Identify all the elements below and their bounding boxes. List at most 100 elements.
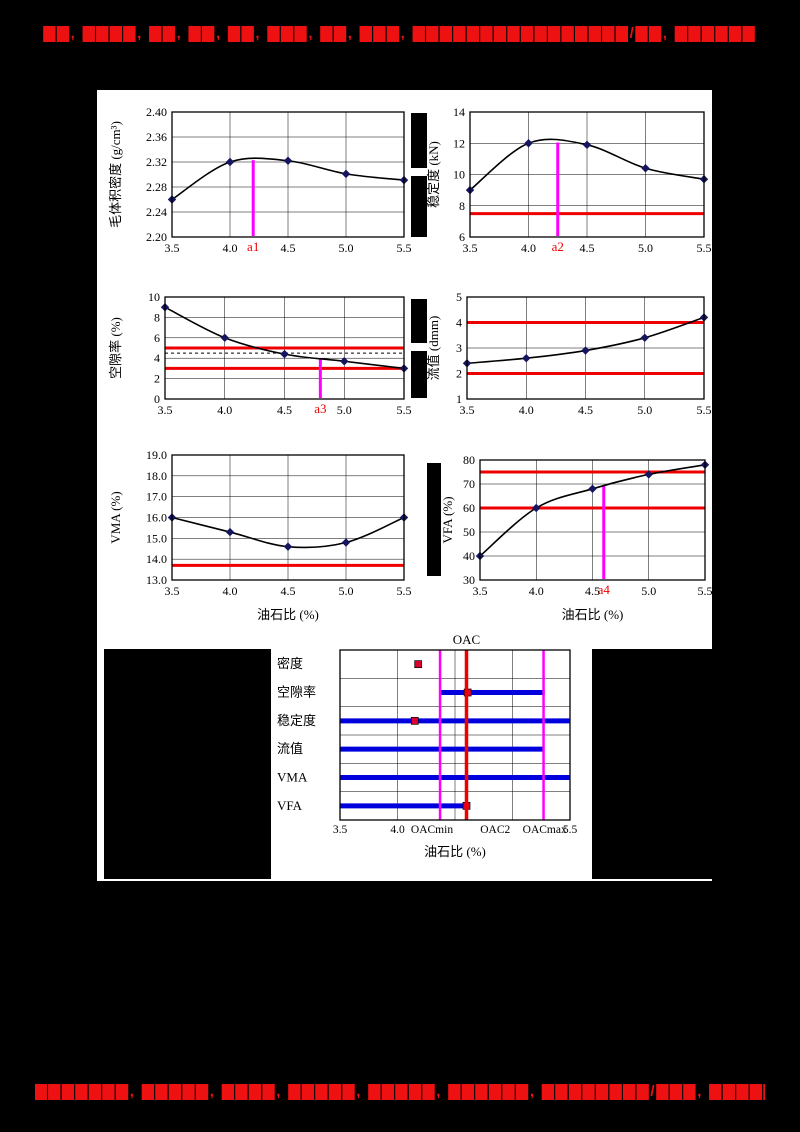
- oac-line-label: OACmax: [523, 824, 567, 836]
- x-tick-label: 3.5: [463, 241, 478, 255]
- data-point-diamond: [524, 139, 533, 148]
- y-tick-label: 1: [456, 392, 462, 406]
- y-tick-label: 80: [463, 453, 475, 467]
- x-axis-title: 油石比 (%): [257, 607, 319, 622]
- y-tick-label: 40: [463, 549, 475, 563]
- redacted-block: [411, 176, 427, 237]
- x-tick-label: 3.5: [158, 403, 173, 417]
- data-point-diamond: [225, 527, 235, 537]
- y-tick-label: 70: [463, 477, 475, 491]
- oac-point-marker: [410, 716, 419, 725]
- y-tick-label: 14: [453, 105, 465, 119]
- y-tick-label: 50: [463, 525, 475, 539]
- plot-border: [171, 454, 405, 581]
- x-tick-label: 5.5: [698, 584, 713, 598]
- x-tick-label: 4.0: [529, 584, 544, 598]
- oac-point-marker: [414, 660, 423, 669]
- redacted-block: [411, 351, 427, 398]
- y-tick-label: 2.20: [146, 230, 167, 244]
- summary-row-label: VFA: [277, 798, 303, 813]
- chart-flow-value: 1 2 3 4 5 3.5 4.0 4.5 5.0 5.5 流值 (dmm): [426, 290, 712, 417]
- y-tick-label: 18.0: [146, 469, 167, 483]
- x-tick-label: 5.0: [638, 241, 653, 255]
- oac-marker-label: a1: [247, 239, 259, 254]
- summary-row-label: 稳定度: [277, 713, 316, 728]
- x-tick-label: 4.5: [578, 403, 593, 417]
- y-tick-label: 6: [459, 230, 465, 244]
- y-tick-label: 2.28: [146, 180, 167, 194]
- chart-stability: a2 6 8 10 12 14 3.5 4.0 4.5 5.0 5.5 稳定度 (kN): [426, 105, 712, 255]
- data-point-diamond: [283, 542, 293, 551]
- y-tick-label: 2.24: [146, 205, 167, 219]
- y-tick-label: 2: [154, 372, 160, 386]
- plot-border: [479, 459, 706, 581]
- y-axis-title: 毛体积密度 (g/cm³): [108, 121, 123, 228]
- x-tick-label: 4.5: [580, 241, 595, 255]
- data-point-diamond: [341, 538, 351, 547]
- chart-air-voids: a3 0 2 4 6 8 10 3.5 4.0 4.5 5.0 5.5 空隙率 (%): [108, 290, 412, 417]
- data-point-diamond: [280, 349, 289, 359]
- summary-row-label: 流值: [277, 741, 303, 756]
- x-tick-label: 5.5: [697, 403, 712, 417]
- plot-border: [339, 649, 571, 821]
- y-tick-label: 60: [463, 501, 475, 515]
- x-tick-label: 5.0: [337, 403, 352, 417]
- x-tick-label: 4.0: [390, 824, 405, 836]
- bottom-caption-redacted-text: ▇▇▇▇▇▇▇, ▇▇▇▇▇, ▇▇▇▇, ▇▇▇▇▇, ▇▇▇▇▇, ▇▇▇▇…: [35, 1083, 765, 1100]
- plot-border: [171, 111, 405, 238]
- y-tick-label: 10: [453, 168, 465, 182]
- summary-row-label: 空隙率: [277, 685, 316, 700]
- y-tick-label: 13.0: [146, 573, 167, 587]
- y-axis-title: 稳定度 (kN): [426, 141, 441, 208]
- x-tick-label: 4.0: [521, 241, 536, 255]
- redacted-block: [411, 299, 427, 343]
- y-tick-label: 14.0: [146, 552, 167, 566]
- summary-title: OAC: [453, 632, 480, 647]
- plot-border: [469, 111, 705, 238]
- x-tick-label: 5.0: [339, 584, 354, 598]
- x-tick-label: 4.5: [281, 584, 296, 598]
- y-tick-label: 12: [453, 136, 465, 150]
- y-tick-label: 15.0: [146, 531, 167, 545]
- y-tick-label: 4: [154, 351, 160, 365]
- oac-marker-label: a2: [552, 239, 564, 254]
- x-tick-label: 4.0: [217, 403, 232, 417]
- y-tick-label: 2.40: [146, 105, 167, 119]
- data-point-diamond: [581, 346, 590, 355]
- x-tick-label: 4.5: [585, 584, 600, 598]
- redacted-block: [104, 649, 271, 879]
- x-tick-label: 4.5: [281, 241, 296, 255]
- data-point-diamond: [283, 156, 293, 165]
- data-point-diamond: [220, 333, 229, 342]
- x-tick-label: 3.5: [165, 584, 180, 598]
- data-point-diamond: [640, 333, 649, 342]
- x-tick-label: 5.5: [563, 824, 578, 836]
- data-point-diamond: [340, 357, 349, 366]
- y-tick-label: 10: [148, 290, 160, 304]
- redacted-block: [411, 113, 427, 168]
- oac-marker-label: a3: [314, 401, 326, 416]
- y-tick-label: 5: [456, 290, 462, 304]
- summary-row-label: 密度: [277, 656, 303, 671]
- y-tick-label: 19.0: [146, 448, 167, 462]
- x-axis-title: 油石比 (%): [562, 607, 624, 622]
- y-tick-label: 0: [154, 392, 160, 406]
- x-tick-label: 3.5: [473, 584, 488, 598]
- x-tick-label: 4.0: [223, 584, 238, 598]
- y-tick-label: 4: [456, 316, 462, 330]
- y-tick-label: 16.0: [146, 511, 167, 525]
- y-tick-label: 8: [459, 199, 465, 213]
- y-tick-label: 2: [456, 367, 462, 381]
- top-caption-redacted-text: ▇▇, ▇▇▇▇, ▇▇, ▇▇, ▇▇, ▇▇▇, ▇▇, ▇▇▇, ▇▇▇▇…: [43, 25, 757, 42]
- y-tick-label: 17.0: [146, 490, 167, 504]
- x-tick-label: 4.5: [277, 403, 292, 417]
- x-tick-label: 3.5: [460, 403, 475, 417]
- x-axis-title: 油石比 (%): [424, 844, 486, 859]
- x-tick-label: 5.0: [637, 403, 652, 417]
- x-tick-label: 3.5: [165, 241, 180, 255]
- redacted-block: [592, 649, 712, 879]
- x-tick-label: 5.0: [641, 584, 656, 598]
- data-point-diamond: [644, 470, 653, 479]
- x-tick-label: 4.0: [223, 241, 238, 255]
